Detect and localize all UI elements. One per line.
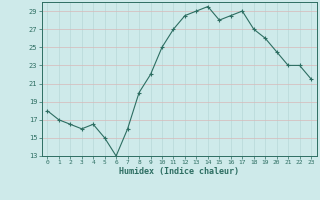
X-axis label: Humidex (Indice chaleur): Humidex (Indice chaleur) xyxy=(119,167,239,176)
